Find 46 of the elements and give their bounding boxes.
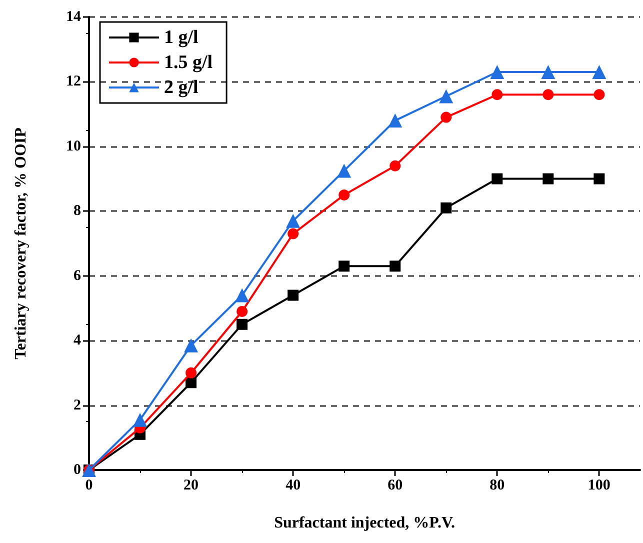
point <box>439 89 454 104</box>
point <box>542 173 554 184</box>
y-tick-label: 6 <box>74 268 82 284</box>
y-axis-title: Tertiary recovery factor, % OOIP <box>12 127 30 360</box>
point <box>337 164 352 178</box>
point <box>133 412 148 427</box>
point <box>592 65 606 80</box>
point <box>594 89 605 100</box>
point <box>440 202 452 214</box>
y-tick-label: 10 <box>66 138 81 154</box>
y-tick-label: 0 <box>74 462 81 478</box>
legend-label: 2 g/l <box>164 77 198 98</box>
legend-label: 1.5 g/l <box>164 52 213 73</box>
y-tick-label: 8 <box>74 203 81 220</box>
y-tick-label: 12 <box>66 74 81 90</box>
point <box>288 228 299 240</box>
point <box>492 89 503 100</box>
point <box>184 338 198 352</box>
x-axis-title: Surfactant injected, %P.V. <box>274 514 455 532</box>
y-tick-label: 2 <box>74 397 81 414</box>
point <box>288 290 299 301</box>
point <box>236 318 248 330</box>
point <box>594 173 605 184</box>
y-tick-label: 14 <box>66 9 82 25</box>
legend-label: 1 g/l <box>164 27 198 48</box>
x-tick-label: 40 <box>286 478 301 494</box>
point <box>390 260 401 272</box>
x-tick-label: 20 <box>184 478 199 494</box>
point <box>390 160 401 172</box>
point <box>542 89 554 100</box>
point <box>541 65 556 80</box>
y-tick-label: 4 <box>74 332 82 349</box>
point <box>338 189 350 200</box>
point <box>235 288 250 302</box>
x-tick-label: 0 <box>85 478 93 494</box>
point <box>388 114 402 128</box>
point <box>440 112 452 123</box>
point <box>490 65 504 80</box>
point <box>492 173 503 184</box>
x-tick-label: 80 <box>490 478 505 494</box>
x-tick-label: 100 <box>588 478 610 494</box>
point <box>236 306 248 317</box>
point <box>186 367 197 378</box>
point <box>286 214 300 228</box>
point <box>338 260 350 272</box>
x-tick-label: 60 <box>388 478 403 494</box>
